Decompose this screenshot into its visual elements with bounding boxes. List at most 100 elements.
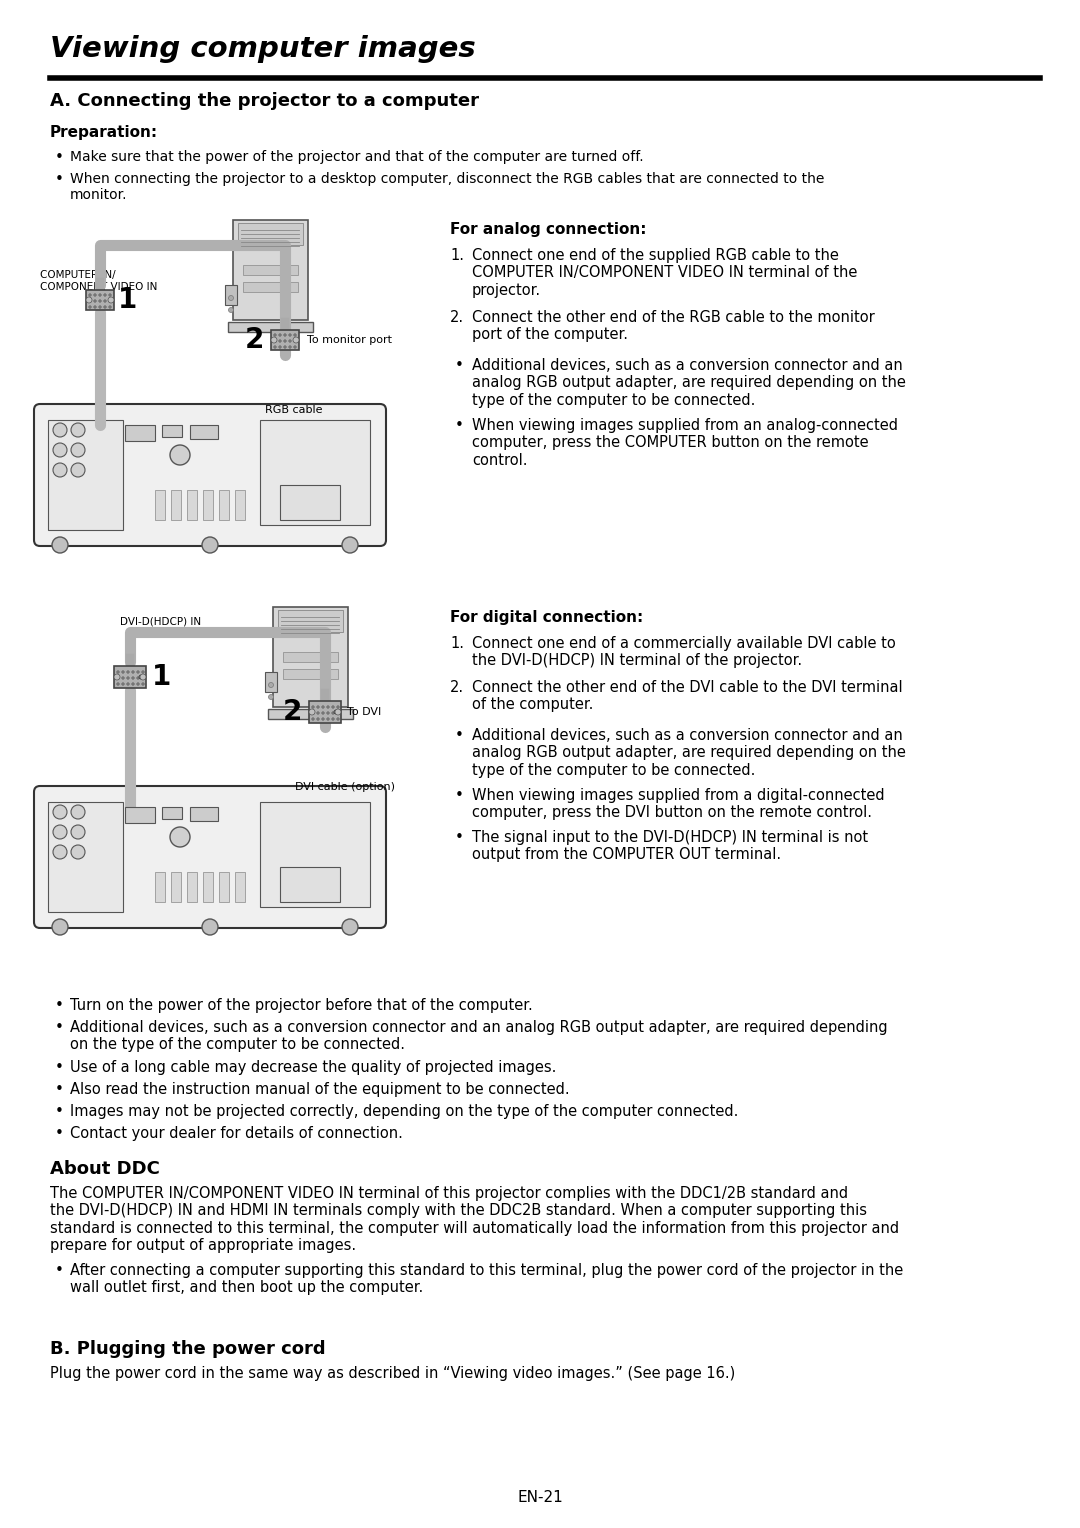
Circle shape <box>294 339 296 342</box>
Circle shape <box>271 338 276 342</box>
Text: •: • <box>55 1060 64 1076</box>
Circle shape <box>274 333 276 336</box>
Bar <box>171 872 181 902</box>
Circle shape <box>122 671 124 674</box>
Text: Connect one end of a commercially available DVI cable to
the DVI-D(HDCP) IN term: Connect one end of a commercially availa… <box>472 636 895 668</box>
Bar <box>187 872 197 902</box>
Circle shape <box>98 299 102 303</box>
Circle shape <box>322 706 324 707</box>
Circle shape <box>98 293 102 296</box>
Circle shape <box>288 339 292 342</box>
Text: •: • <box>55 1082 64 1097</box>
Text: For analog connection:: For analog connection: <box>450 222 647 237</box>
Bar <box>86 290 114 310</box>
Circle shape <box>108 296 114 303</box>
Bar <box>228 322 313 332</box>
Text: Additional devices, such as a conversion connector and an
analog RGB output adap: Additional devices, such as a conversion… <box>472 358 906 408</box>
Bar <box>203 490 213 520</box>
Text: Viewing computer images: Viewing computer images <box>50 35 476 63</box>
Circle shape <box>279 339 281 342</box>
Circle shape <box>229 307 233 313</box>
Circle shape <box>137 683 139 685</box>
Circle shape <box>316 712 320 714</box>
Text: •: • <box>455 830 464 845</box>
Circle shape <box>332 706 334 707</box>
Circle shape <box>53 845 67 859</box>
Circle shape <box>109 299 111 303</box>
Text: 1: 1 <box>152 663 172 691</box>
Text: Also read the instruction manual of the equipment to be connected.: Also read the instruction manual of the … <box>70 1082 569 1097</box>
Circle shape <box>104 293 106 296</box>
Circle shape <box>288 333 292 336</box>
Text: •: • <box>455 788 464 804</box>
Text: Use of a long cable may decrease the quality of projected images.: Use of a long cable may decrease the qua… <box>70 1060 556 1076</box>
Circle shape <box>284 345 286 348</box>
Bar <box>171 490 181 520</box>
Circle shape <box>335 709 341 715</box>
Text: •: • <box>55 150 64 165</box>
Circle shape <box>279 345 281 348</box>
Bar <box>260 420 370 526</box>
Circle shape <box>86 296 92 303</box>
Circle shape <box>269 695 273 700</box>
Circle shape <box>126 671 130 674</box>
Text: •: • <box>55 1105 64 1118</box>
Circle shape <box>322 712 324 714</box>
Circle shape <box>337 706 339 707</box>
FancyBboxPatch shape <box>33 403 386 545</box>
Text: Images may not be projected correctly, depending on the type of the computer con: Images may not be projected correctly, d… <box>70 1105 739 1118</box>
Bar <box>280 866 340 902</box>
Circle shape <box>337 712 339 714</box>
Circle shape <box>98 306 102 309</box>
Bar <box>190 425 218 439</box>
Circle shape <box>279 333 281 336</box>
Circle shape <box>53 805 67 819</box>
Circle shape <box>139 675 143 678</box>
Circle shape <box>94 299 96 303</box>
Bar <box>125 425 156 442</box>
Text: RGB cable: RGB cable <box>265 405 323 416</box>
Circle shape <box>322 718 324 720</box>
Text: A. Connecting the projector to a computer: A. Connecting the projector to a compute… <box>50 92 480 110</box>
Bar <box>283 669 338 678</box>
Circle shape <box>89 293 91 296</box>
Circle shape <box>126 683 130 685</box>
Bar <box>260 802 370 908</box>
Circle shape <box>137 671 139 674</box>
Circle shape <box>104 299 106 303</box>
Text: DVI cable (option): DVI cable (option) <box>295 782 395 792</box>
Bar <box>278 610 343 633</box>
Bar <box>156 872 165 902</box>
Circle shape <box>141 677 145 680</box>
Text: 2: 2 <box>245 325 265 354</box>
Text: Connect the other end of the RGB cable to the monitor
port of the computer.: Connect the other end of the RGB cable t… <box>472 310 875 342</box>
Circle shape <box>71 423 85 437</box>
Text: •: • <box>455 358 464 373</box>
Text: Plug the power cord in the same way as described in “Viewing video images.” (See: Plug the power cord in the same way as d… <box>50 1366 735 1381</box>
Circle shape <box>342 918 357 935</box>
Text: When viewing images supplied from a digital-connected
computer, press the DVI bu: When viewing images supplied from a digi… <box>472 788 885 821</box>
Circle shape <box>332 712 334 714</box>
Text: Preparation:: Preparation: <box>50 125 158 141</box>
Circle shape <box>141 671 145 674</box>
Text: 2.: 2. <box>450 680 464 695</box>
Circle shape <box>332 718 334 720</box>
Bar <box>162 425 183 437</box>
Text: EN-21: EN-21 <box>517 1490 563 1505</box>
Circle shape <box>94 293 96 296</box>
Bar <box>219 490 229 520</box>
Circle shape <box>312 706 314 707</box>
Text: Additional devices, such as a conversion connector and an analog RGB output adap: Additional devices, such as a conversion… <box>70 1021 888 1053</box>
Circle shape <box>141 683 145 685</box>
Circle shape <box>337 718 339 720</box>
Bar <box>283 652 338 662</box>
Text: •: • <box>55 1126 64 1141</box>
Circle shape <box>52 918 68 935</box>
Circle shape <box>170 445 190 465</box>
Circle shape <box>89 306 91 309</box>
Circle shape <box>269 683 273 688</box>
Text: Connect one end of the supplied RGB cable to the
COMPUTER IN/COMPONENT VIDEO IN : Connect one end of the supplied RGB cabl… <box>472 248 858 298</box>
Bar <box>235 872 245 902</box>
Circle shape <box>122 677 124 680</box>
Text: 1.: 1. <box>450 636 464 651</box>
